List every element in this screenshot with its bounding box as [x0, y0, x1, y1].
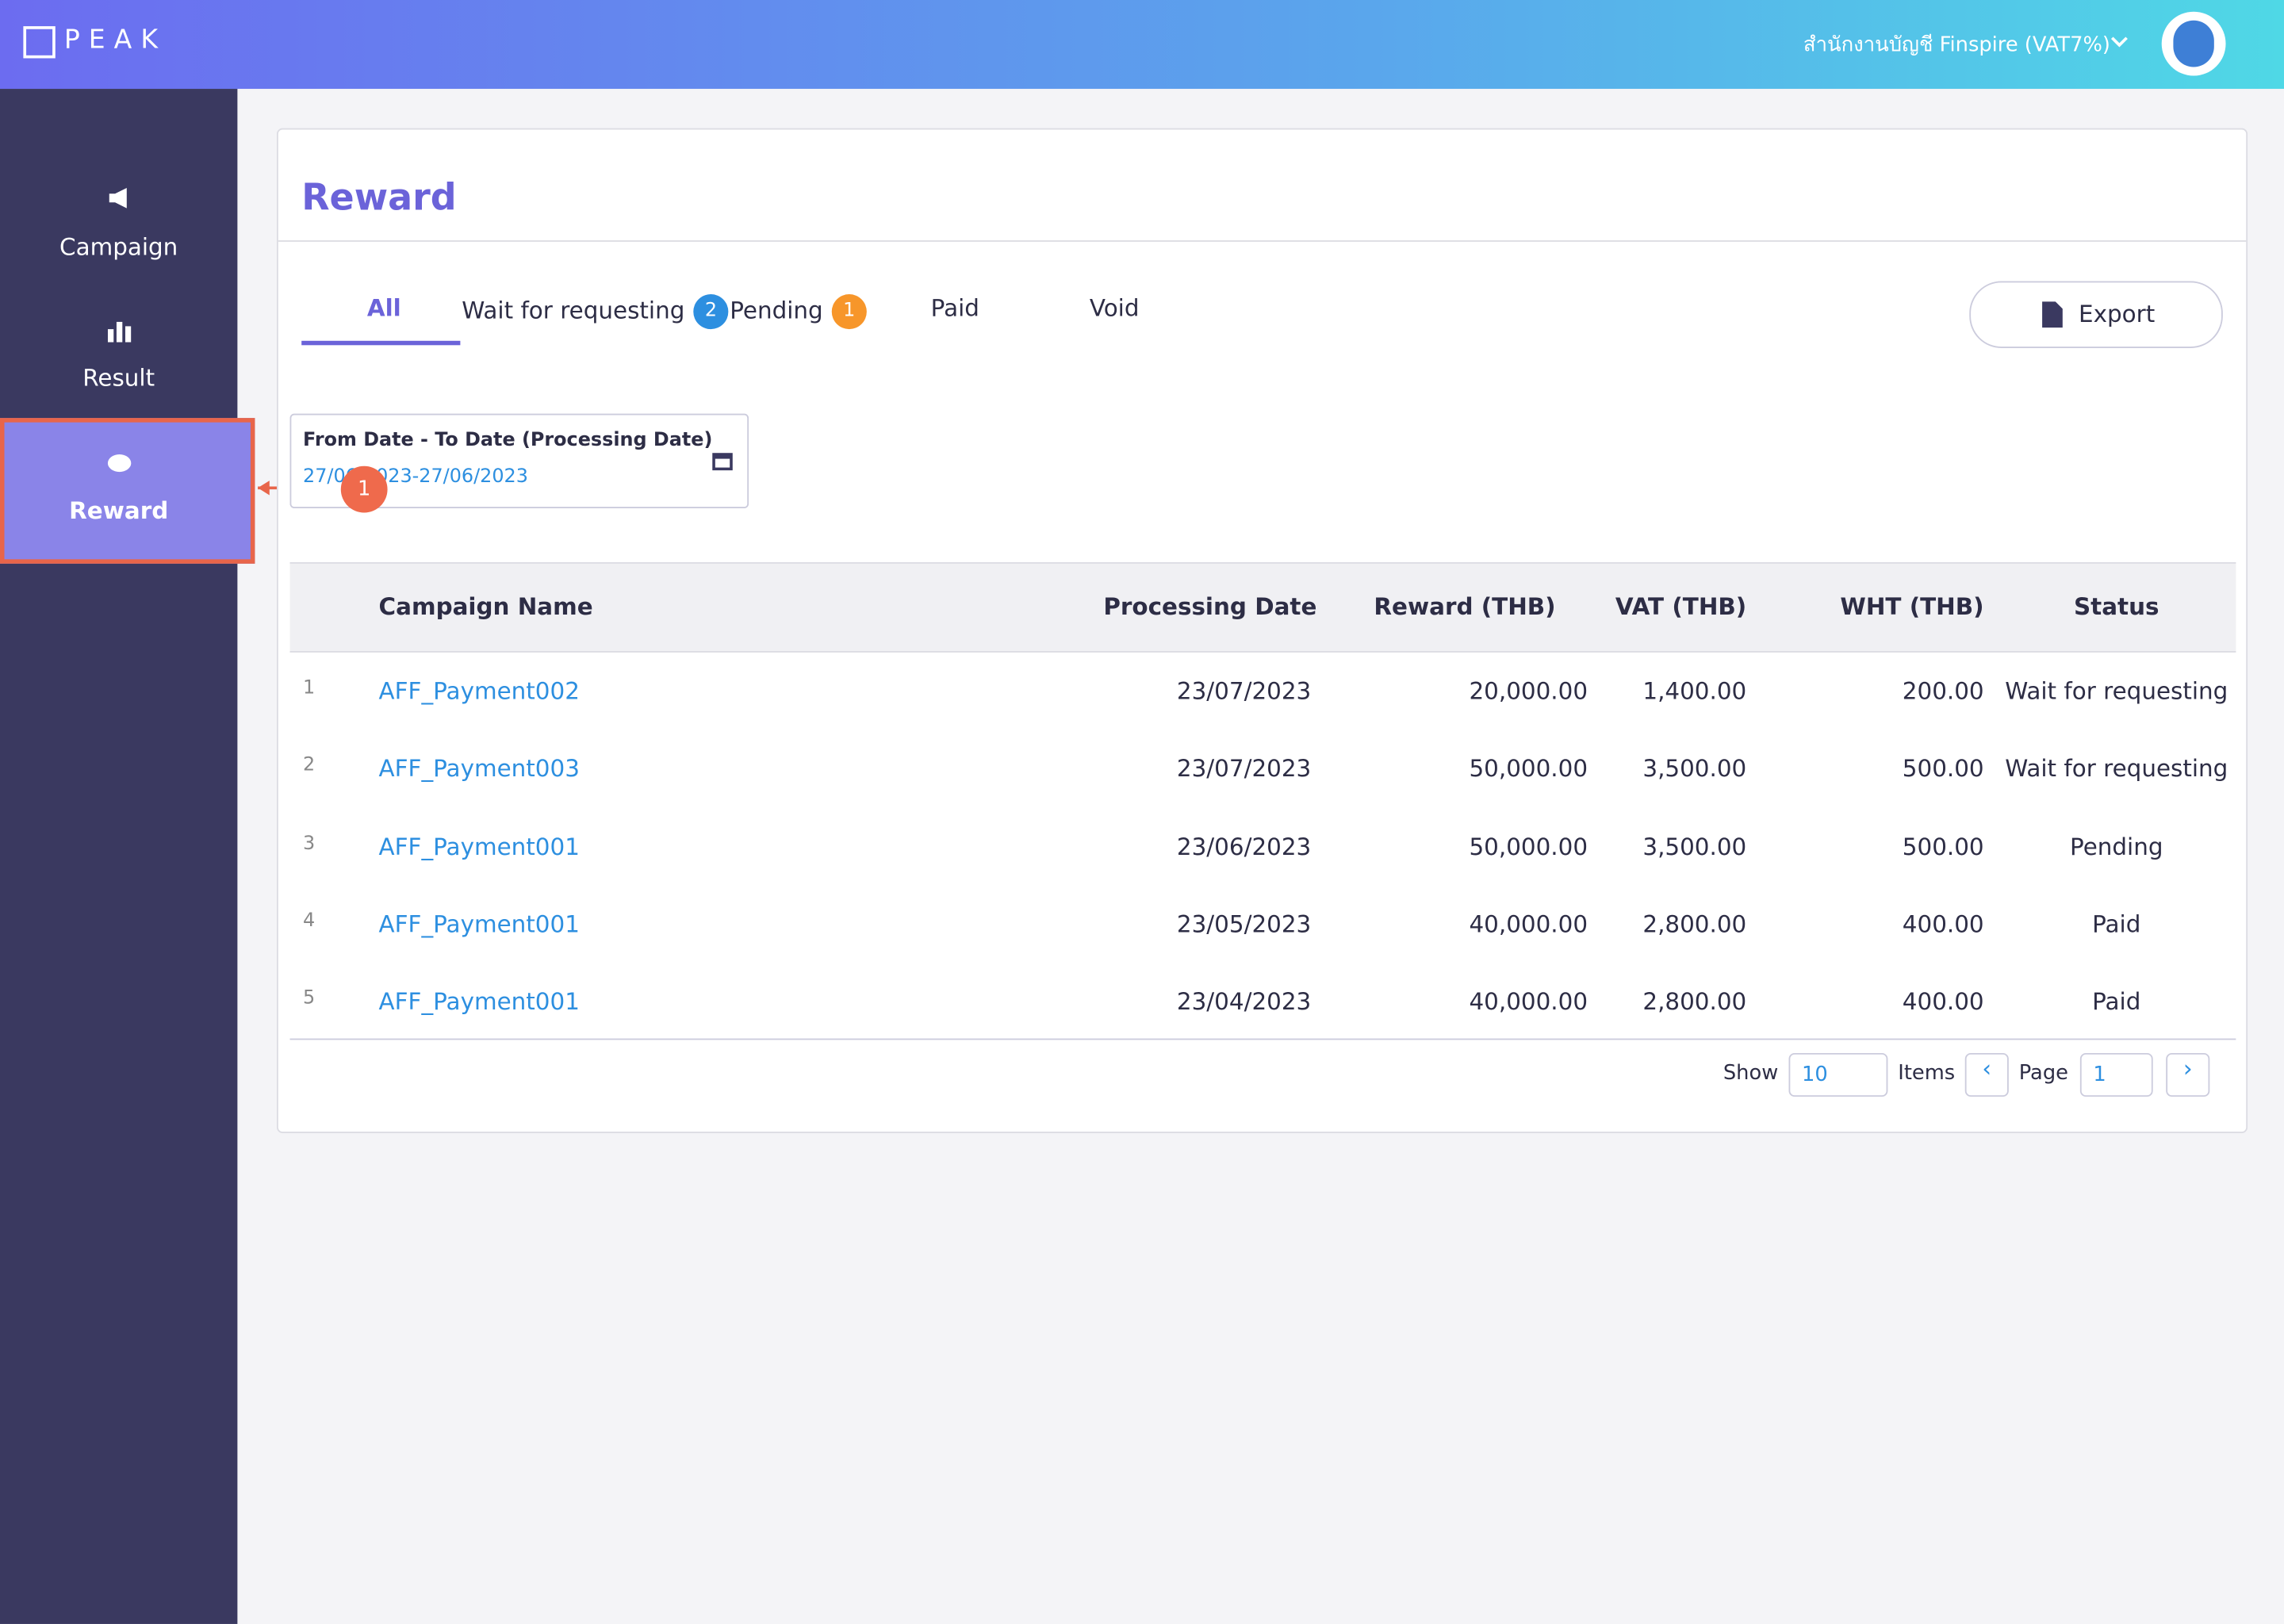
cell: Pending [2070, 832, 2163, 860]
calendar-icon [712, 453, 733, 471]
cell: 23/05/2023 [1176, 910, 1312, 938]
column-header: Processing Date [1103, 592, 1317, 621]
show-label: Show [1723, 1061, 1779, 1086]
cell: 3 [303, 832, 316, 855]
cell: 23/07/2023 [1176, 754, 1312, 783]
column-header: Status [2074, 592, 2159, 621]
content-card: Reward All Wait for requesting 2 Pending 1 Pa… [276, 128, 2248, 1133]
campaign-link[interactable]: AFF_Payment002 [378, 677, 580, 705]
nav-item[interactable]: Reward [69, 496, 169, 525]
company-switcher[interactable]: สำนักงานบัญชี Finspire (VAT7%) [1803, 33, 2110, 57]
tab-underline [301, 340, 461, 346]
cell: 400.00 [1902, 987, 1984, 1016]
campaign-link[interactable]: AFF_Payment003 [378, 754, 580, 783]
cell: 500.00 [1902, 754, 1984, 783]
cell: Wait for requesting [2005, 754, 2228, 783]
cell: 1 [303, 677, 316, 699]
campaign-icon [109, 187, 127, 209]
column-header: VAT (THB) [1615, 592, 1747, 621]
tab-label: Void [1089, 294, 1140, 322]
date-filter[interactable]: From Date - To Date (Processing Date) 27… [289, 413, 749, 509]
annotation-badge: 1 [340, 465, 388, 513]
nav-item[interactable]: Campaign [59, 232, 178, 261]
campaign-link[interactable]: AFF_Payment001 [378, 832, 580, 860]
cell: Wait for requesting [2005, 677, 2228, 705]
tab[interactable]: All [367, 294, 401, 322]
dropdown-icon[interactable] [2110, 35, 2130, 49]
cell: 500.00 [1902, 832, 1984, 860]
cell: 200.00 [1902, 677, 1984, 705]
cell: 1,400.00 [1642, 677, 1747, 705]
cell: 3,500.00 [1642, 832, 1747, 860]
tab-badge: 1 [831, 294, 867, 330]
export-button[interactable]: Export [1969, 281, 2223, 348]
cell: 3,500.00 [1642, 754, 1747, 783]
page-title: Reward [301, 176, 457, 219]
cell: 40,000.00 [1469, 987, 1588, 1016]
tab-badge: 2 [693, 294, 729, 330]
tab[interactable]: Wait for requesting 2 [462, 294, 729, 330]
next-button[interactable]: › [2166, 1052, 2210, 1097]
cell: 4 [303, 910, 316, 933]
page-number: 1 [2093, 1063, 2106, 1087]
tab[interactable]: Paid [931, 294, 979, 322]
tab-label: Wait for requesting [462, 296, 685, 324]
filter-value: 27/06/2023-27/06/2023 [303, 465, 528, 488]
table-bottom [289, 1038, 2236, 1040]
page-size: 10 [1802, 1063, 1828, 1087]
page-select[interactable]: 1 [2079, 1052, 2153, 1097]
column-header: Campaign Name [378, 592, 593, 621]
cell: 50,000.00 [1469, 754, 1588, 783]
cell: 23/07/2023 [1176, 677, 1312, 705]
filter-label: From Date - To Date (Processing Date) [303, 429, 713, 452]
cell: 2 [303, 754, 316, 777]
page-size-select[interactable]: 10 [1788, 1052, 1888, 1097]
avatar[interactable] [2161, 11, 2226, 76]
cell: 23/06/2023 [1176, 832, 1312, 860]
campaign-link[interactable]: AFF_Payment001 [378, 987, 580, 1016]
tab-label: Pending [730, 296, 823, 324]
table-header [289, 561, 2236, 653]
tab[interactable]: Void [1090, 294, 1140, 322]
reward-icon [107, 454, 132, 473]
active-highlight [0, 418, 255, 564]
cell: 50,000.00 [1469, 832, 1588, 860]
items-label: Items [1898, 1061, 1956, 1086]
column-header: Reward (THB) [1374, 592, 1556, 621]
cell: 5 [303, 987, 316, 1010]
cell: 20,000.00 [1469, 677, 1588, 705]
campaign-link[interactable]: AFF_Payment001 [378, 910, 580, 938]
tab-label: Paid [930, 294, 979, 322]
cell: Paid [2092, 910, 2141, 938]
cell: Paid [2092, 987, 2141, 1016]
divider [278, 240, 2247, 242]
tab-label: All [366, 294, 401, 322]
column-header: WHT (THB) [1840, 592, 1984, 621]
export-label: Export [2079, 300, 2156, 328]
cell: 2,800.00 [1642, 910, 1747, 938]
cell: 400.00 [1902, 910, 1984, 938]
prev-button[interactable]: ‹ [1964, 1052, 2009, 1097]
cell: 2,800.00 [1642, 987, 1747, 1016]
tab[interactable]: Pending 1 [730, 294, 867, 330]
logo: PEAK [63, 25, 167, 56]
sidebar: Campaign Result Reward [0, 89, 255, 1624]
nav-item[interactable]: Result [82, 364, 155, 393]
result-icon [107, 321, 132, 343]
cell: 23/04/2023 [1176, 987, 1312, 1016]
page-label: Page [2018, 1061, 2068, 1086]
logo-mark [23, 26, 56, 59]
cell: 40,000.00 [1469, 910, 1588, 938]
top-bar: PEAK สำนักงานบัญชี Finspire (VAT7%) [0, 0, 2284, 90]
